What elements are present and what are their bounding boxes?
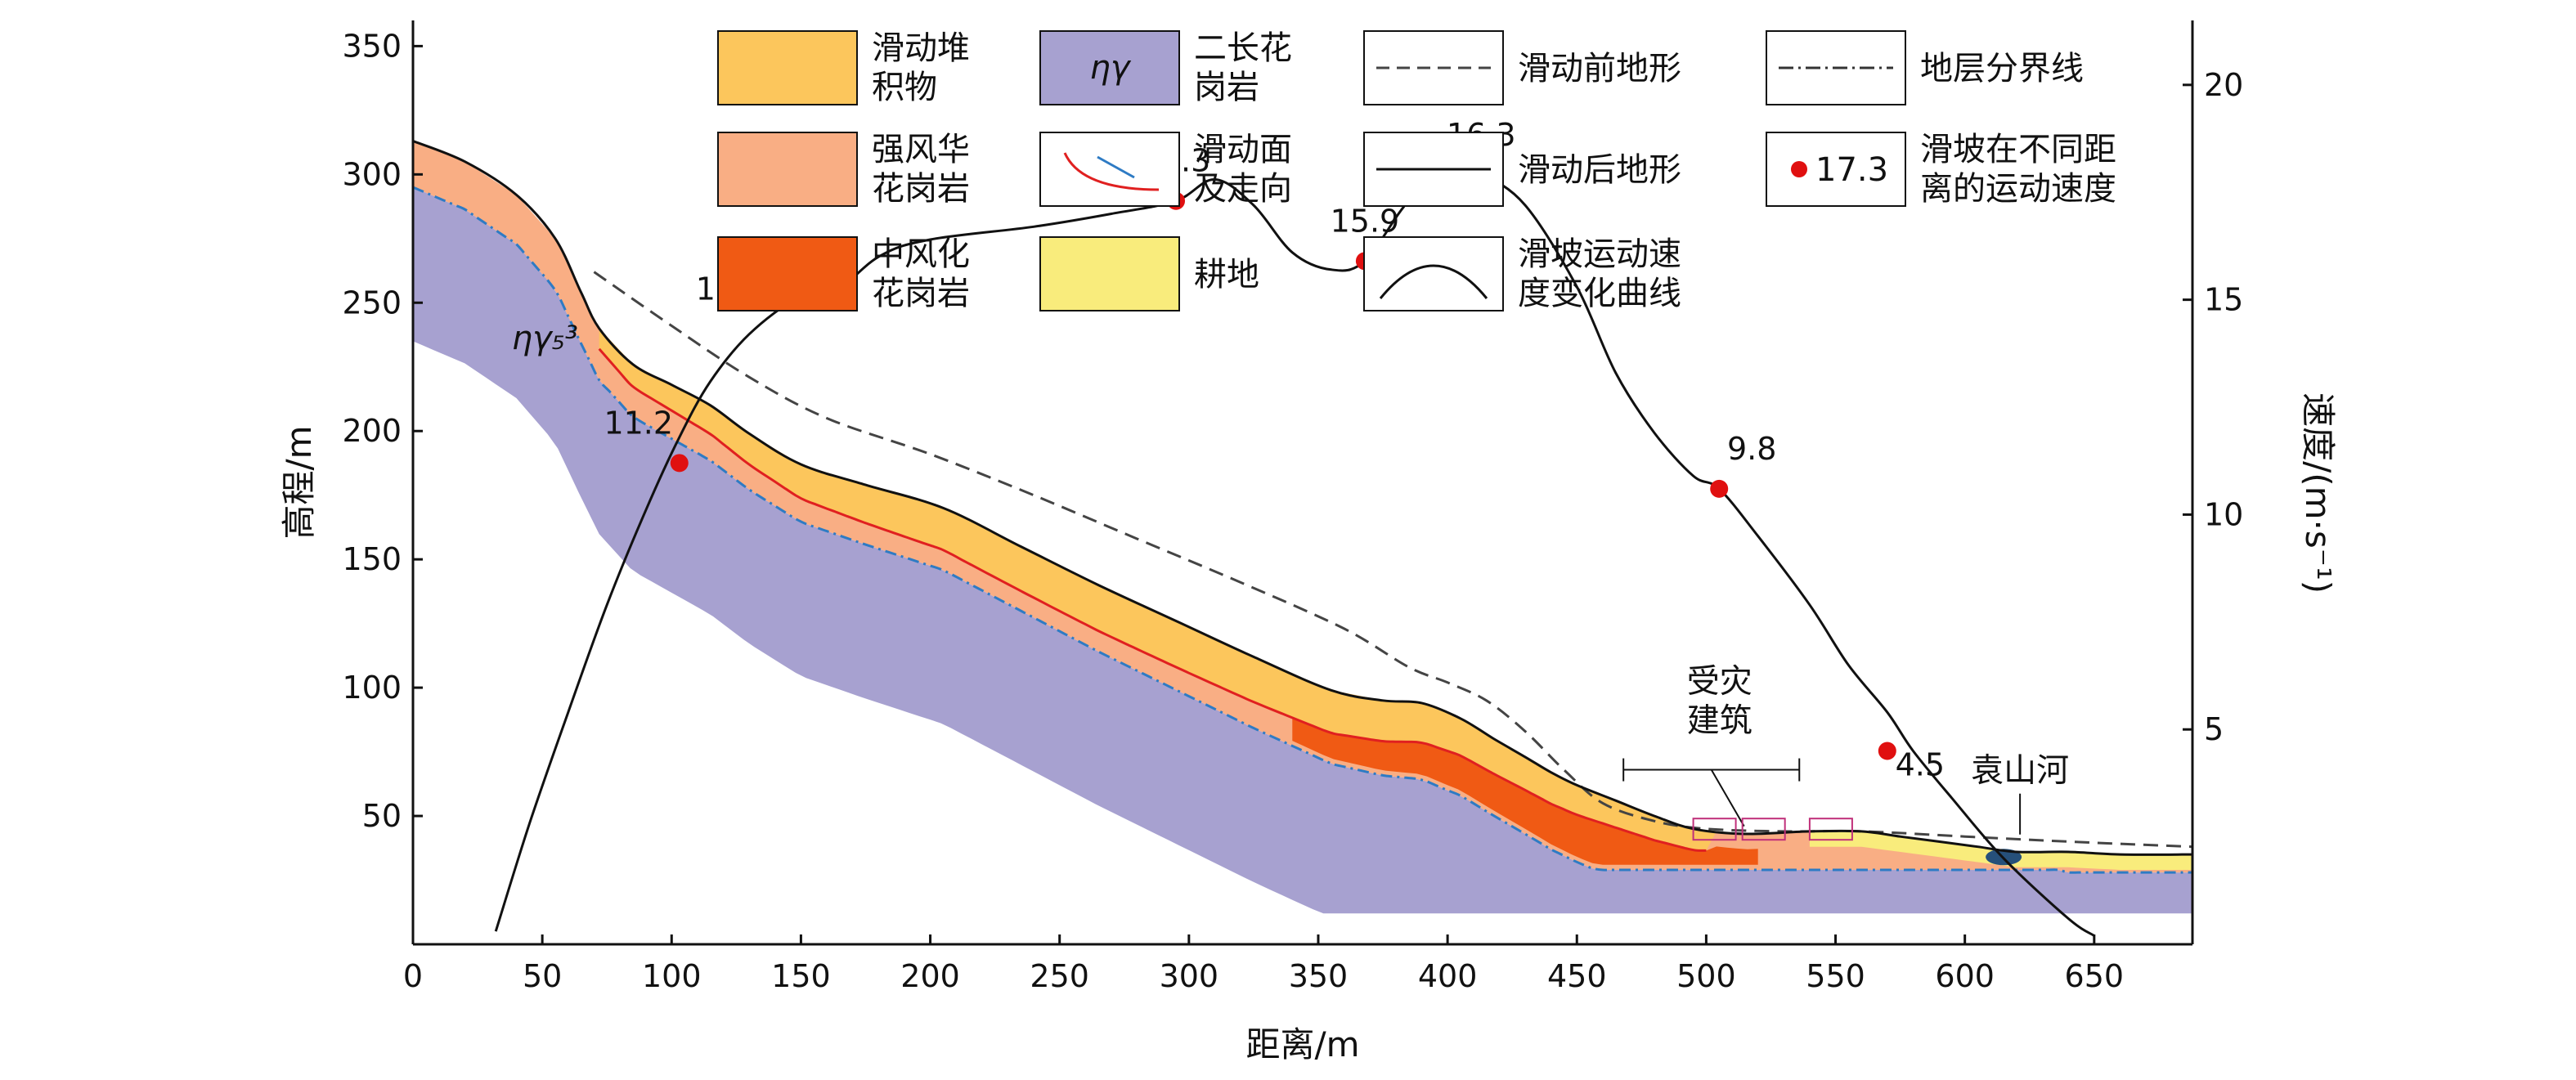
x-tick-label: 650 xyxy=(2065,958,2125,994)
legend-label-strong-weathered: 花岗岩 xyxy=(872,170,970,208)
x-tick-label: 400 xyxy=(1418,958,1478,994)
x-tick-label: 350 xyxy=(1289,958,1349,994)
legend-granite-symbol: ηγ xyxy=(1089,49,1131,87)
profile-lines xyxy=(413,140,2192,937)
damaged-building xyxy=(1692,818,1737,841)
legend-speed-curve xyxy=(1379,264,1488,299)
x-tick-label: 50 xyxy=(523,958,562,994)
y-right-tick-label: 20 xyxy=(2204,67,2243,103)
granite-layer xyxy=(413,187,2192,914)
slip-surface-line xyxy=(598,347,1707,852)
legend-swatch-mid-weathered xyxy=(717,236,858,311)
x-tick-label: 500 xyxy=(1676,958,1736,994)
legend-label-slip-surface: 滑动面 xyxy=(1194,131,1292,168)
speed-point xyxy=(670,454,689,473)
pre-slide-terrain-line xyxy=(593,271,2192,849)
legend-swatch-granite-symbol xyxy=(1039,30,1180,105)
damaged-building xyxy=(1741,818,1786,841)
legend-label-slide-deposit: 积物 xyxy=(872,69,937,106)
y-left-axis-title: 高程/m xyxy=(279,425,319,539)
y-left-tick-label: 350 xyxy=(342,28,402,64)
legend-swatch-farmland xyxy=(1039,236,1180,311)
x-tick-label: 550 xyxy=(1806,958,1865,994)
axes: 0 50 100 150 200 250 300 350 400 450 500 550 600 6505… xyxy=(279,20,2338,1064)
legend-slip-arrow xyxy=(1097,155,1135,179)
river-label: 袁山河 xyxy=(1971,752,2069,790)
legend-label-speed-points: 离的运动速度 xyxy=(1920,170,2116,208)
legend-label-pre-terrain: 滑动前地形 xyxy=(1518,50,1681,87)
legend-label-granite-symbol: 岗岩 xyxy=(1194,69,1259,106)
y-left-tick-label: 250 xyxy=(342,285,402,320)
legend-speed-dot xyxy=(1791,161,1807,177)
y-left-tick-label: 300 xyxy=(342,156,402,192)
legend-swatch-speed-curve xyxy=(1363,236,1504,311)
legend-label-post-terrain: 滑动后地形 xyxy=(1518,151,1681,189)
legend-swatch-slip-surface xyxy=(1039,132,1180,207)
x-tick-label: 100 xyxy=(642,958,702,994)
granite-annotation: ηγ₅³ xyxy=(512,320,578,357)
speed-point-label: 11.2 xyxy=(604,405,673,441)
y-right-tick-label: 5 xyxy=(2204,711,2224,747)
x-tick-label: 600 xyxy=(1935,958,1995,994)
legend-slip-curve xyxy=(1063,152,1160,191)
speed-point xyxy=(1710,479,1729,498)
y-right-tick-label: 15 xyxy=(2204,282,2243,318)
speed-point-label: 4.5 xyxy=(1896,746,1945,782)
speed-point xyxy=(1878,742,1896,760)
legend-speed-sample: 17.3 xyxy=(1815,151,1888,189)
x-tick-label: 200 xyxy=(900,958,960,994)
legend-label-slide-deposit: 滑动堆 xyxy=(872,29,970,67)
x-axis-title: 距离/m xyxy=(1245,1024,1359,1064)
building-pointer xyxy=(1710,769,1745,827)
x-tick-label: 450 xyxy=(1547,958,1607,994)
x-tick-label: 150 xyxy=(771,958,831,994)
x-tick-label: 250 xyxy=(1030,958,1089,994)
geology-layers xyxy=(413,141,2192,914)
legend-label-slip-surface: 及走向 xyxy=(1194,170,1292,208)
speed-point-label: 15.9 xyxy=(1331,203,1400,239)
damaged-building xyxy=(1808,818,1853,841)
legend-swatch-speed-points xyxy=(1766,132,1906,207)
legend-label-farmland: 耕地 xyxy=(1194,256,1259,294)
speed-point-label: 9.8 xyxy=(1727,431,1776,467)
y-left-tick-label: 50 xyxy=(362,798,402,834)
legend-label-speed-curve: 度变化曲线 xyxy=(1518,275,1681,312)
legend-label-mid-weathered: 中风化 xyxy=(872,235,970,273)
x-tick-label: 0 xyxy=(403,958,423,994)
y-right-axis-title: 速度/(m·s⁻¹) xyxy=(2298,392,2338,594)
legend-label-speed-points: 滑坡在不同距 xyxy=(1920,131,2116,168)
y-left-tick-label: 100 xyxy=(342,670,402,706)
damaged-building-label: 建筑 xyxy=(1687,702,1752,740)
legend-swatch-strong-weathered xyxy=(717,132,858,207)
speed-curve-line xyxy=(494,170,2095,937)
legend-label-granite-symbol: 二长花 xyxy=(1194,29,1292,67)
damaged-building-label: 受灾 xyxy=(1687,663,1752,701)
legend-label-strong-weathered: 强风华 xyxy=(872,131,970,168)
y-right-tick-label: 10 xyxy=(2204,496,2243,532)
legend-label-speed-curve: 滑坡运动速 xyxy=(1518,235,1681,273)
y-left-tick-label: 200 xyxy=(342,413,402,449)
x-tick-label: 300 xyxy=(1160,958,1219,994)
post-slide-terrain-line xyxy=(413,140,2192,856)
y-left-tick-label: 150 xyxy=(342,541,402,577)
legend-label-mid-weathered: 花岗岩 xyxy=(872,275,970,312)
legend-swatch-slide-deposit xyxy=(717,30,858,105)
legend-label-strata-boundary: 地层分界线 xyxy=(1920,50,2084,87)
